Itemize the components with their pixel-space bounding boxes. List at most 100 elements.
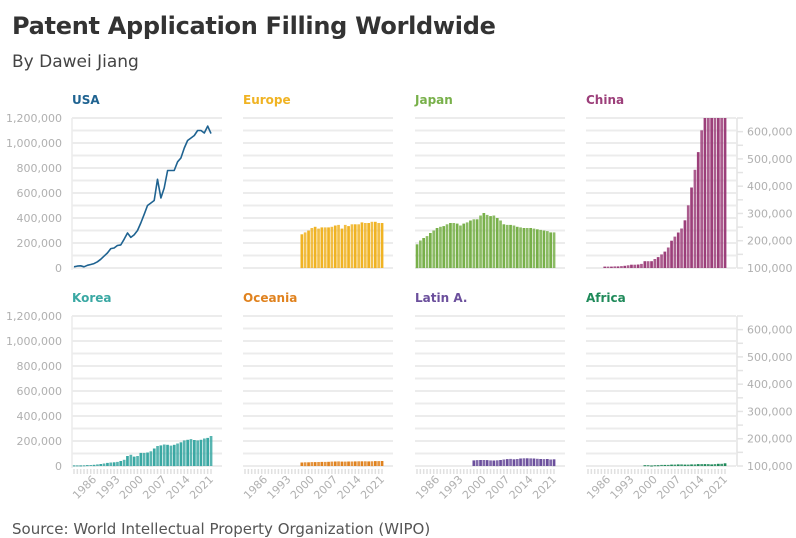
bar [552,232,556,268]
bar [320,461,324,466]
y-tick-label-right: 200,000 [747,433,793,446]
bar [479,215,482,268]
bar [686,205,690,268]
bar [505,459,509,466]
bar [303,462,307,467]
bar [435,228,439,268]
x-tick-label: 2014 [335,473,364,502]
bar [495,460,499,467]
bar [459,225,462,268]
bar [193,440,196,466]
bar [469,220,472,268]
bar [475,219,479,269]
bar [660,464,663,466]
y-tick-label-right: 100,000 [747,460,793,473]
bar [317,462,320,466]
bar [310,228,314,268]
bar [317,228,320,268]
bar [86,465,89,467]
panel-title: Oceania [243,291,297,305]
bar [203,438,206,466]
bar [663,464,667,466]
bar [347,461,350,466]
y-tick-label: 200,000 [17,237,63,250]
bar [79,465,82,467]
y-tick-label: 0 [55,262,62,275]
y-tick-label-right: 200,000 [747,235,793,248]
bar [676,464,680,466]
bar [106,462,109,466]
x-tick-label: 2000 [460,473,489,502]
bar [122,459,126,467]
panel-europe: Europe [243,93,393,269]
x-tick-label: 2000 [117,473,146,502]
bar [546,231,549,268]
bar [425,236,429,268]
bar [92,464,96,467]
x-tick-label: 2014 [164,473,193,502]
bar [656,257,660,268]
bar [182,440,186,466]
y-tick-label-right: 500,000 [747,351,793,364]
bar [519,458,522,466]
bar [670,240,673,268]
bar [452,223,456,268]
panel-title: Africa [586,291,626,305]
bar [72,465,76,467]
bar [536,458,539,467]
bar [693,464,697,466]
bar [666,464,670,466]
bar [439,226,442,269]
bar [723,463,727,466]
bar [717,118,720,268]
bar [82,465,86,467]
bar [455,223,459,268]
bar [333,225,337,268]
y-tick-label-right: 300,000 [747,405,793,418]
y-tick-label-right: 400,000 [747,180,793,193]
bar [357,224,360,269]
bar [485,214,489,268]
y-tick-label-right: 600,000 [747,126,793,139]
bar [462,223,466,268]
bar [132,456,136,466]
bar [475,460,479,466]
y-tick-label: 400,000 [17,410,63,423]
bar [610,266,613,268]
bar [522,228,526,268]
bar [109,462,113,466]
bar [660,254,663,268]
bar [142,452,146,466]
bar [479,460,482,466]
bar [367,223,370,268]
bar [690,464,693,466]
bar [340,228,344,268]
bar [670,464,673,466]
panel-title: Korea [72,291,112,305]
bar [432,230,436,268]
bar [370,461,374,467]
bar [343,461,347,466]
bar [519,227,522,268]
bar [710,464,713,466]
bar [653,465,657,467]
bar [360,461,364,467]
bar [350,224,354,269]
y-tick-label: 1,200,000 [6,112,62,125]
bar [640,263,643,268]
x-tick-label: 1986 [584,473,613,502]
bar [343,224,347,268]
panel-title: Europe [243,93,291,107]
bar [700,130,703,268]
x-tick-label: 2014 [507,473,536,502]
bar [350,461,354,466]
bar [650,465,653,467]
bar [303,232,307,268]
bar [337,461,340,466]
panel-korea: Korea 0 200,000 400,000 600,000 800,000 1,000,… [6,291,222,502]
bar [720,118,723,268]
bar [162,444,166,466]
bar [656,465,660,467]
bar [146,452,149,466]
